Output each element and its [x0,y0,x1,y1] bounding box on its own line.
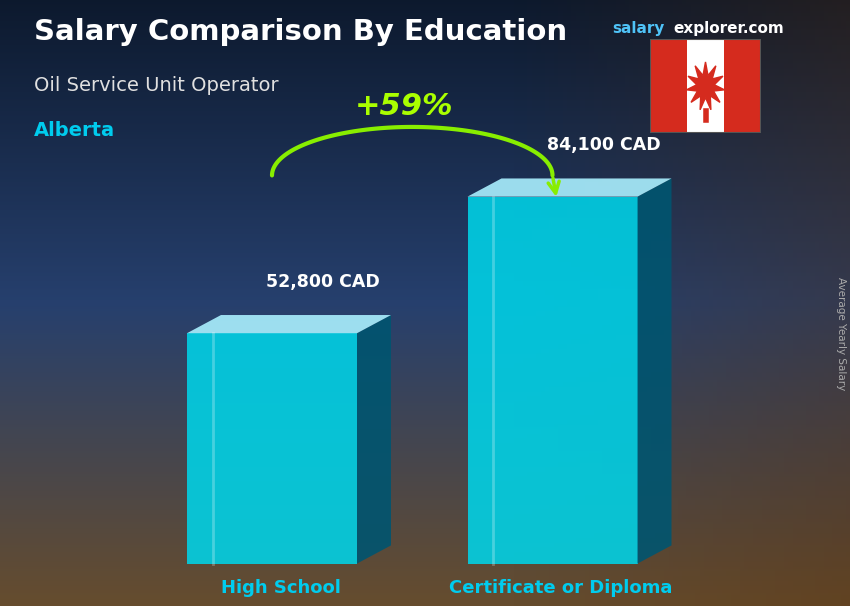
Polygon shape [687,62,724,110]
Text: Salary Comparison By Education: Salary Comparison By Education [34,18,567,46]
Bar [687,39,724,133]
Text: +59%: +59% [354,92,453,121]
Polygon shape [468,178,672,196]
Text: Certificate or Diploma: Certificate or Diploma [450,579,672,597]
Polygon shape [468,196,638,564]
Text: 84,100 CAD: 84,100 CAD [547,136,660,154]
Text: Alberta: Alberta [34,121,115,140]
Polygon shape [638,178,672,564]
Bar [724,39,761,133]
Text: Average Yearly Salary: Average Yearly Salary [836,277,846,390]
Polygon shape [187,333,357,564]
Text: salary: salary [612,21,665,36]
Text: explorer.com: explorer.com [673,21,784,36]
Text: Oil Service Unit Operator: Oil Service Unit Operator [34,76,279,95]
Bar [650,39,687,133]
Polygon shape [187,315,391,333]
Polygon shape [357,315,391,564]
Text: 52,800 CAD: 52,800 CAD [266,273,380,291]
Text: High School: High School [220,579,341,597]
